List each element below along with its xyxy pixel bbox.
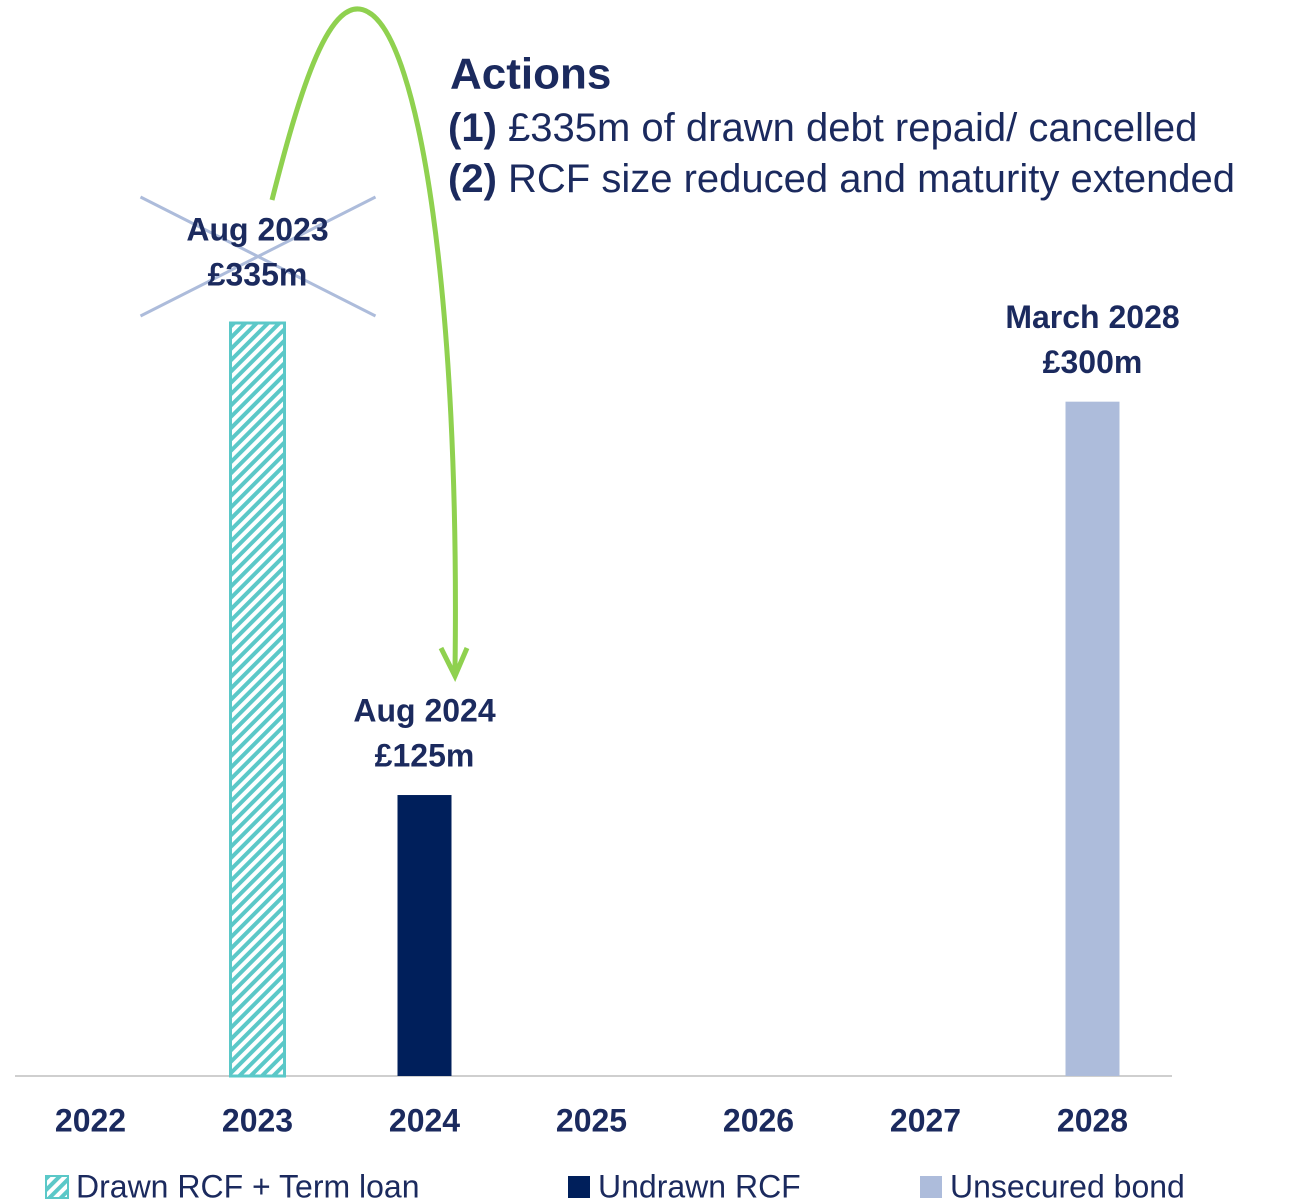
legend-label: Undrawn RCF [598, 1168, 801, 1203]
legend-swatch [45, 1175, 69, 1199]
x-tick-label: 2022 [55, 1102, 126, 1138]
x-tick-label: 2028 [1057, 1102, 1128, 1138]
x-tick-label: 2025 [556, 1102, 627, 1138]
value-label: £125m [375, 737, 475, 773]
legend-swatch [568, 1176, 590, 1198]
action-item: (1) £335m of drawn debt repaid/ cancelle… [448, 106, 1197, 150]
value-label: £300m [1043, 344, 1143, 380]
x-tick-label: 2026 [723, 1102, 794, 1138]
legend-swatch [920, 1176, 942, 1198]
legend-label: Unsecured bond [950, 1168, 1185, 1203]
date-label: March 2028 [1005, 299, 1179, 335]
value-label: £335m [208, 256, 308, 292]
action-item: (2) RCF size reduced and maturity extend… [448, 157, 1235, 201]
x-tick-label: 2024 [389, 1102, 460, 1138]
actions-title: Actions [450, 50, 611, 99]
cross-line [139, 195, 377, 318]
x-tick-label: 2023 [222, 1102, 293, 1138]
arrow [269, 6, 458, 671]
bar [1065, 401, 1120, 1076]
legend-label: Drawn RCF + Term loan [76, 1168, 420, 1203]
arrow-head [438, 646, 470, 682]
bar [229, 321, 286, 1078]
bar [397, 795, 452, 1076]
date-label: Aug 2024 [353, 692, 495, 728]
x-tick-label: 2027 [890, 1102, 961, 1138]
date-label: Aug 2023 [186, 211, 328, 247]
